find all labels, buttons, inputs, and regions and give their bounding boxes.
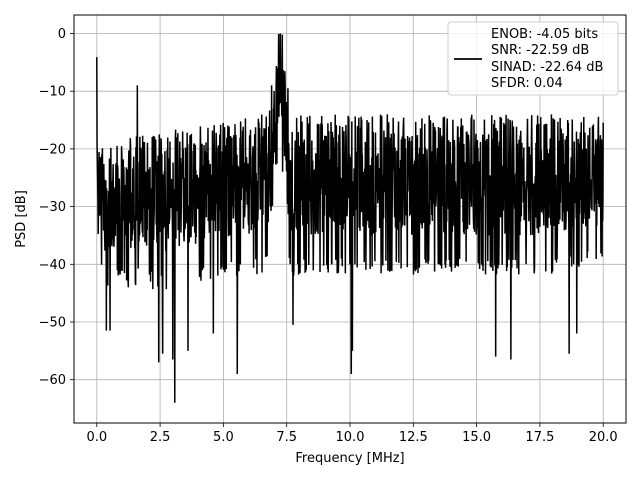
- y-tick-label: −40: [39, 258, 66, 273]
- y-tick-label: −10: [39, 85, 66, 100]
- y-tick-label: −30: [39, 200, 66, 215]
- x-tick-label: 15.0: [462, 430, 491, 445]
- legend-enob: ENOB: -4.05 bits: [491, 27, 598, 42]
- x-tick-label: 17.5: [525, 430, 554, 445]
- y-axis-ticks: 0 −10 −20 −30 −40 −50 −60: [39, 27, 74, 388]
- x-tick-label: 5.0: [213, 430, 234, 445]
- legend-box: [447, 21, 619, 96]
- x-axis-label: Frequency [MHz]: [295, 451, 404, 466]
- legend-snr: SNR: -22.59 dB: [491, 43, 589, 58]
- x-axis-ticks: 0.0 2.5 5.0 7.5 10.0 12.5 15.0 17.5 20.0: [86, 423, 618, 445]
- plot-frame: [73, 14, 627, 424]
- y-tick-label: −50: [39, 316, 66, 331]
- y-tick-label: −20: [39, 142, 66, 157]
- x-tick-label: 7.5: [276, 430, 297, 445]
- y-tick-label: 0: [58, 27, 66, 42]
- legend: ENOB: -4.05 bits SNR: -22.59 dB SINAD: -…: [447, 21, 619, 96]
- y-tick-label: −60: [39, 373, 66, 388]
- x-tick-label: 10.0: [336, 430, 365, 445]
- x-tick-label: 20.0: [589, 430, 618, 445]
- legend-sinad: SINAD: -22.64 dB: [491, 60, 603, 75]
- psd-series-line: [96, 33, 604, 403]
- y-axis-label: PSD [dB]: [14, 190, 29, 248]
- x-tick-label: 12.5: [399, 430, 428, 445]
- x-tick-label: 0.0: [86, 430, 107, 445]
- x-tick-label: 2.5: [150, 430, 171, 445]
- legend-sfdr: SFDR: 0.04: [491, 76, 563, 91]
